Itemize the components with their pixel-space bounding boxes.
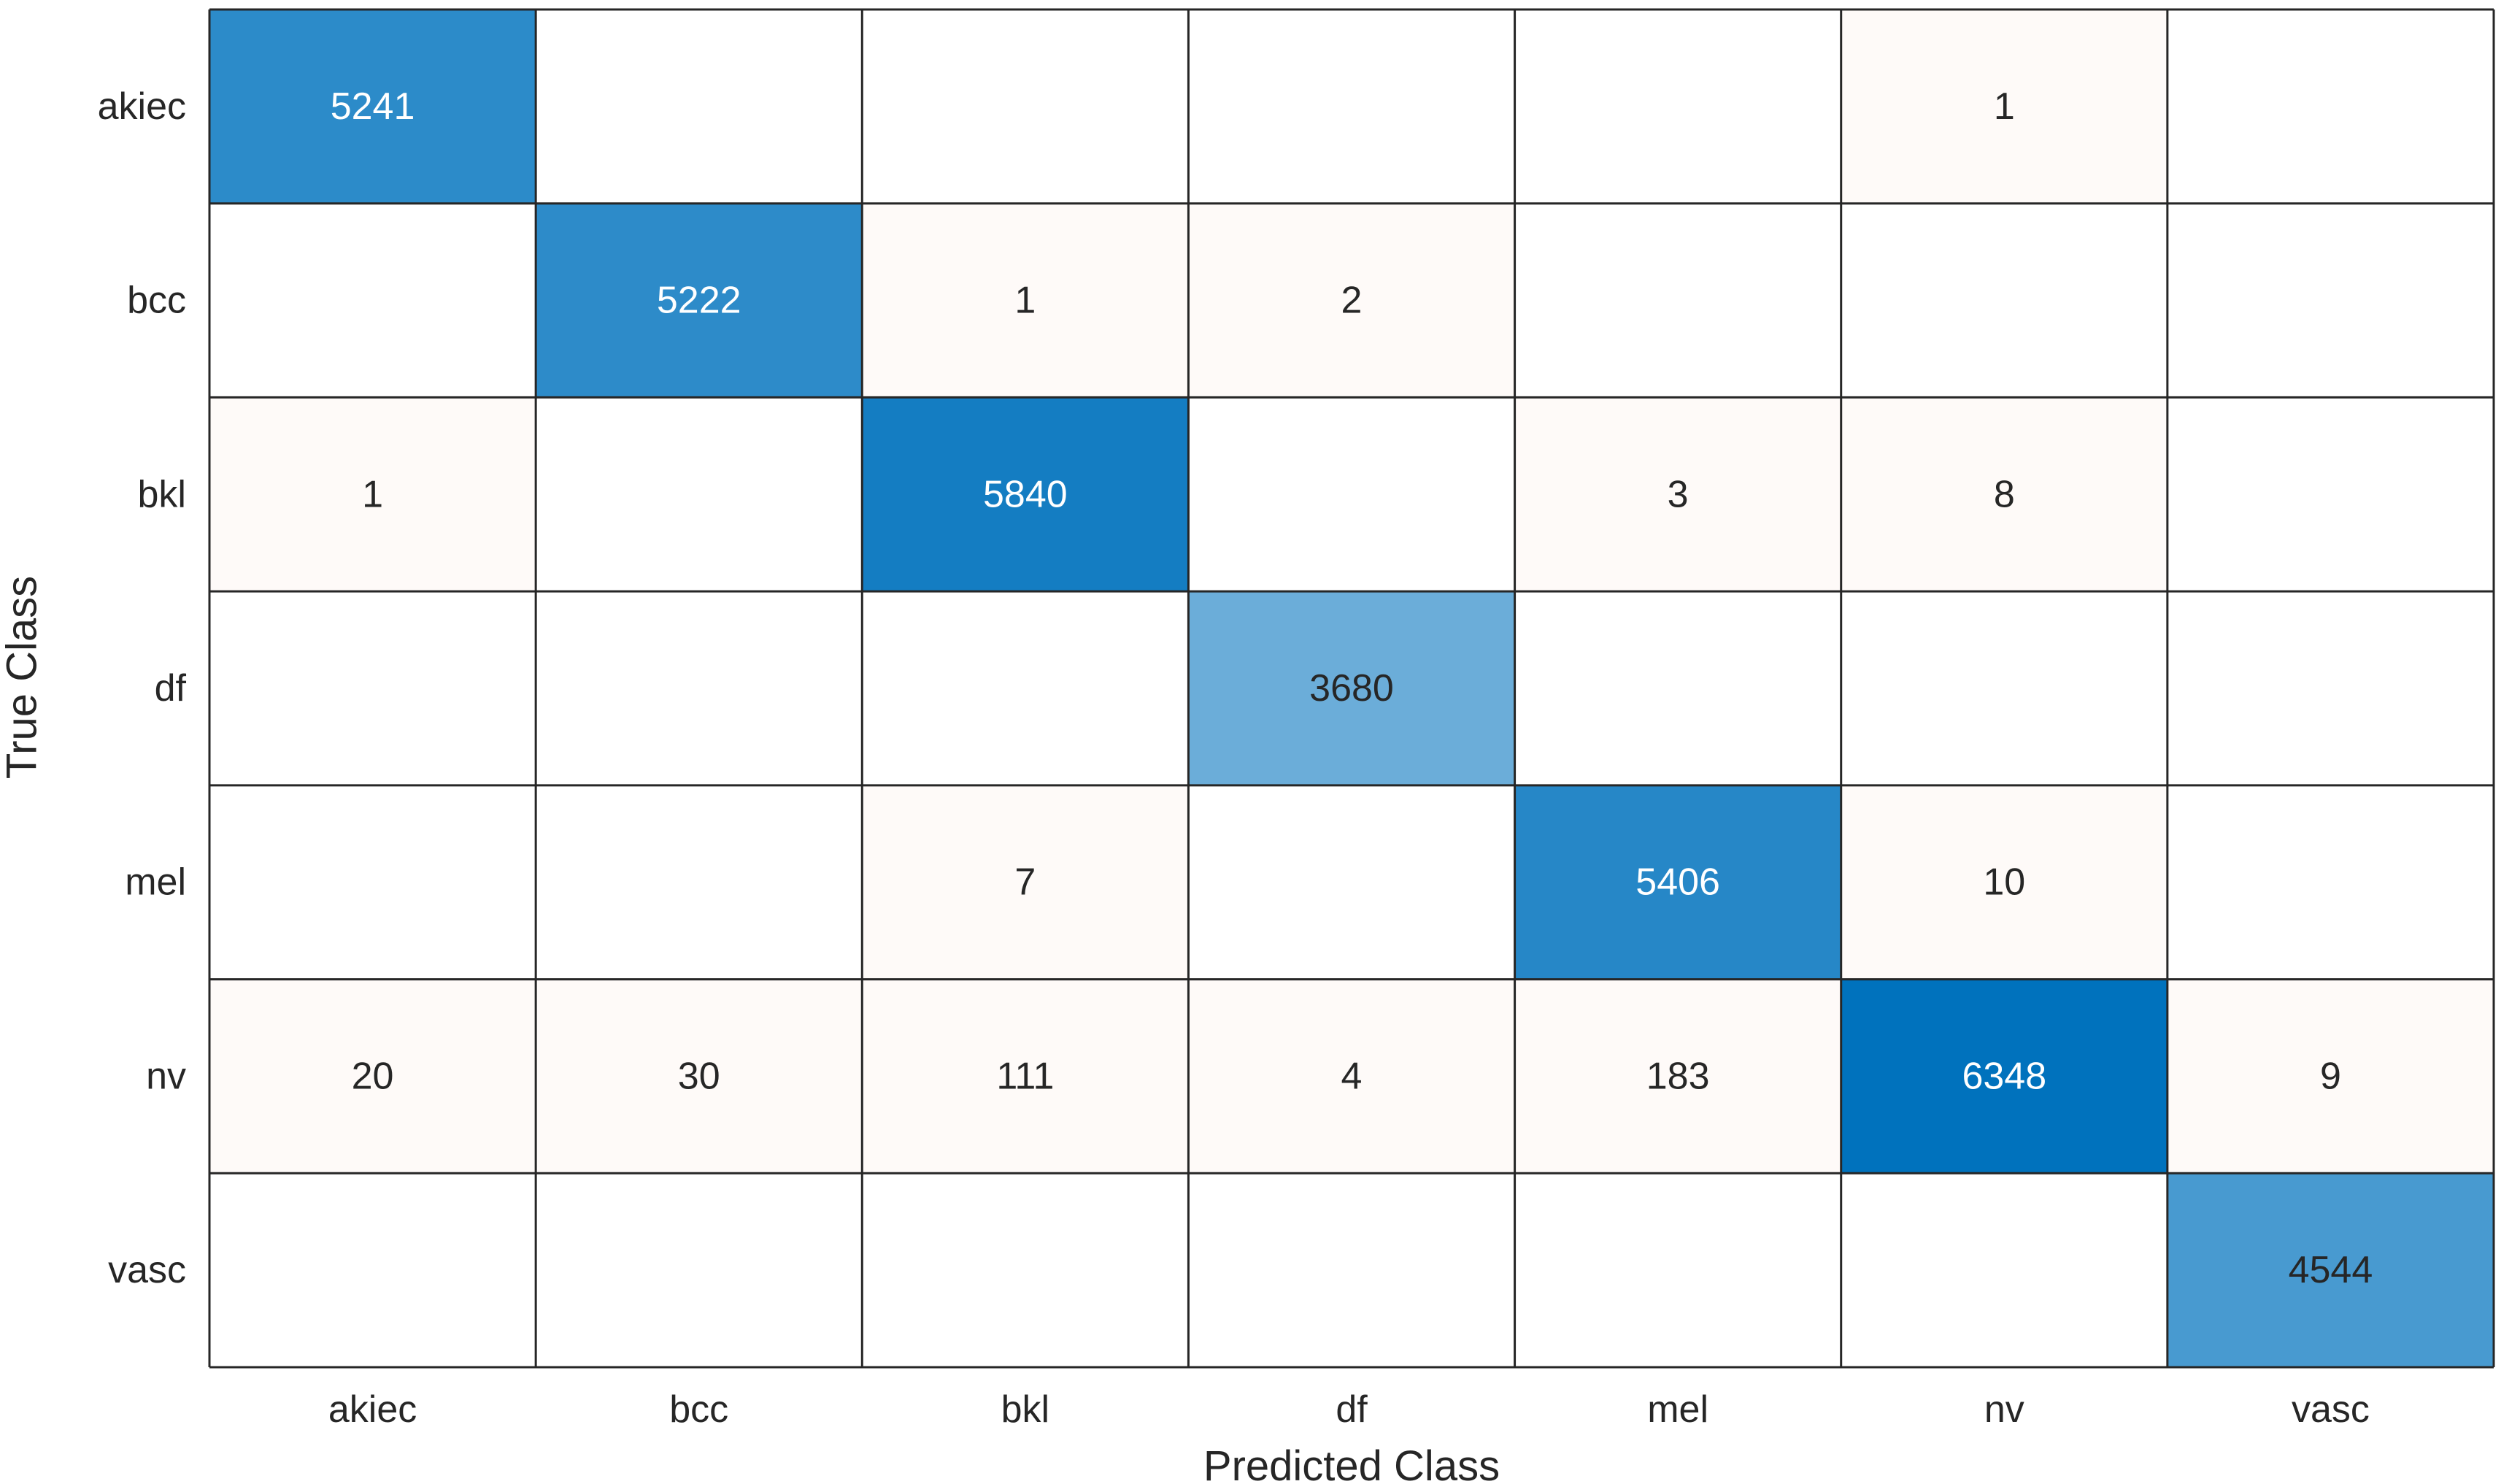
matrix-cell-nv-bcc <box>536 979 863 1174</box>
matrix-cell-bcc-nv <box>1841 203 2168 398</box>
matrix-cell-bcc-bkl <box>862 203 1189 398</box>
matrix-cell-vasc-bkl <box>862 1173 1189 1367</box>
matrix-cell-bkl-vasc <box>2167 397 2494 592</box>
matrix-cell-bcc-bcc <box>536 203 863 398</box>
matrix-cell-bkl-bkl <box>862 397 1189 592</box>
x-tick-label-akiec: akiec <box>328 1388 417 1431</box>
matrix-cell-akiec-akiec <box>209 9 536 204</box>
matrix-cell-df-bkl <box>862 591 1189 785</box>
cell-value-mel-mel: 5406 <box>1635 861 1720 904</box>
cell-value-df-df: 3680 <box>1309 667 1394 710</box>
y-tick-label-bcc: bcc <box>127 280 186 322</box>
matrix-cell-vasc-vasc <box>2167 1173 2494 1367</box>
cell-value-nv-nv: 6348 <box>1962 1055 2046 1097</box>
matrix-cell-bkl-nv <box>1841 397 2168 592</box>
y-axis-tick-labels: akiec bcc bkl df mel nv vasc <box>98 85 187 1291</box>
matrix-cell-akiec-vasc <box>2167 9 2494 204</box>
matrix-cell-bcc-akiec <box>209 203 536 398</box>
cell-value-nv-mel: 183 <box>1646 1055 1710 1097</box>
matrix-cell-bcc-mel <box>1514 203 1841 398</box>
matrix-cell-df-df <box>1188 591 1515 785</box>
matrix-cell-mel-mel <box>1514 785 1841 980</box>
y-axis-title: True Class <box>0 576 46 779</box>
x-tick-label-bkl: bkl <box>1001 1388 1049 1431</box>
matrix-cell-bkl-bcc <box>536 397 863 592</box>
cell-value-akiec-nv: 1 <box>1994 85 2015 128</box>
matrix-cell-values: 5241 1 5222 1 2 1 5840 3 8 3680 7 5406 10 20 30 111 4 183… <box>331 85 2373 1291</box>
y-tick-label-vasc: vasc <box>108 1249 186 1291</box>
y-tick-label-df: df <box>155 667 187 710</box>
matrix-cell-mel-bkl <box>862 785 1189 980</box>
y-tick-label-nv: nv <box>146 1055 186 1097</box>
cell-value-nv-vasc: 9 <box>2320 1055 2341 1097</box>
matrix-cell-akiec-bkl <box>862 9 1189 204</box>
matrix-cell-mel-vasc <box>2167 785 2494 980</box>
cell-value-bkl-bkl: 5840 <box>983 473 1068 515</box>
matrix-cell-nv-vasc <box>2167 979 2494 1174</box>
matrix-cell-bkl-mel <box>1514 397 1841 592</box>
matrix-cell-nv-akiec <box>209 979 536 1174</box>
x-axis-tick-labels: akiec bcc bkl df mel nv vasc <box>328 1388 2370 1431</box>
matrix-cells <box>209 9 2494 1367</box>
matrix-cell-nv-nv <box>1841 979 2168 1174</box>
x-tick-label-df: df <box>1336 1388 1368 1431</box>
matrix-cell-akiec-bcc <box>536 9 863 204</box>
matrix-cell-nv-bkl <box>862 979 1189 1174</box>
matrix-grid-lines <box>208 8 2495 1369</box>
matrix-cell-akiec-df <box>1188 9 1515 204</box>
matrix-cell-vasc-akiec <box>209 1173 536 1367</box>
cell-value-nv-df: 4 <box>1341 1055 1363 1097</box>
matrix-cell-mel-nv <box>1841 785 2168 980</box>
matrix-cell-mel-akiec <box>209 785 536 980</box>
matrix-cell-vasc-nv <box>1841 1173 2168 1367</box>
x-tick-label-nv: nv <box>1984 1388 2024 1431</box>
cell-value-akiec-akiec: 5241 <box>331 85 415 128</box>
matrix-cell-nv-df <box>1188 979 1515 1174</box>
matrix-cell-vasc-mel <box>1514 1173 1841 1367</box>
matrix-cell-mel-bcc <box>536 785 863 980</box>
y-tick-label-bkl: bkl <box>138 473 186 515</box>
x-tick-label-bcc: bcc <box>669 1388 728 1431</box>
matrix-cell-mel-df <box>1188 785 1515 980</box>
matrix-cell-df-nv <box>1841 591 2168 785</box>
matrix-cell-vasc-df <box>1188 1173 1515 1367</box>
cell-value-mel-bkl: 7 <box>1014 861 1036 904</box>
cell-value-nv-akiec: 20 <box>352 1055 394 1097</box>
matrix-cell-bkl-df <box>1188 397 1515 592</box>
cell-value-nv-bkl: 111 <box>996 1055 1054 1097</box>
cell-value-bcc-bcc: 5222 <box>657 280 741 322</box>
matrix-cell-bcc-df <box>1188 203 1515 398</box>
cell-value-bkl-akiec: 1 <box>362 473 383 515</box>
cell-value-mel-nv: 10 <box>1983 861 2025 904</box>
matrix-cell-akiec-mel <box>1514 9 1841 204</box>
x-tick-label-vasc: vasc <box>2292 1388 2370 1431</box>
y-tick-label-akiec: akiec <box>98 85 186 128</box>
cell-value-bcc-df: 2 <box>1341 280 1363 322</box>
y-tick-label-mel: mel <box>125 861 186 904</box>
matrix-cell-vasc-bcc <box>536 1173 863 1367</box>
matrix-cell-akiec-nv <box>1841 9 2168 204</box>
cell-value-nv-bcc: 30 <box>678 1055 720 1097</box>
matrix-cell-bkl-akiec <box>209 397 536 592</box>
matrix-cell-bcc-vasc <box>2167 203 2494 398</box>
cell-value-bkl-nv: 8 <box>1994 473 2015 515</box>
matrix-cell-nv-mel <box>1514 979 1841 1174</box>
cell-value-bcc-bkl: 1 <box>1014 280 1036 322</box>
matrix-cell-df-mel <box>1514 591 1841 785</box>
x-tick-label-mel: mel <box>1647 1388 1708 1431</box>
cell-value-vasc-vasc: 4544 <box>2289 1249 2373 1291</box>
cell-value-bkl-mel: 3 <box>1668 473 1689 515</box>
matrix-cell-df-vasc <box>2167 591 2494 785</box>
matrix-cell-df-akiec <box>209 591 536 785</box>
matrix-cell-df-bcc <box>536 591 863 785</box>
x-axis-title: Predicted Class <box>1203 1442 1500 1484</box>
